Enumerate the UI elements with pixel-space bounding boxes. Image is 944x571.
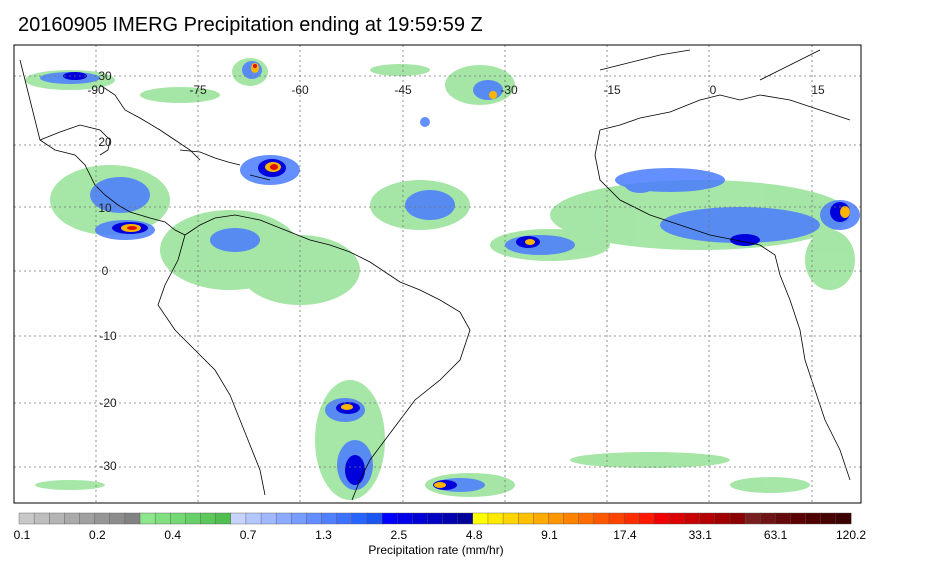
colorbar-segment bbox=[230, 512, 247, 525]
colorbar-segment bbox=[548, 512, 565, 525]
colorbar-tick-label: 0.4 bbox=[164, 528, 181, 542]
map-title: 20160905 IMERG Precipitation ending at 1… bbox=[18, 14, 483, 36]
colorbar-segment bbox=[805, 512, 822, 525]
colorbar-segment bbox=[154, 512, 171, 525]
lon-label: 15 bbox=[811, 83, 825, 97]
colorbar-tick-label: 17.4 bbox=[613, 528, 637, 542]
coastlines bbox=[19, 49, 851, 501]
colorbar-tick-label: 2.5 bbox=[390, 528, 407, 542]
colorbar-segment bbox=[215, 512, 232, 525]
map-frame bbox=[13, 44, 862, 504]
lon-label: -60 bbox=[291, 83, 309, 97]
colorbar-segment bbox=[472, 512, 489, 525]
colorbar-segment bbox=[94, 512, 111, 525]
colorbar-segment bbox=[139, 512, 156, 525]
lat-label: 0 bbox=[102, 264, 109, 278]
colorbar-segment bbox=[775, 512, 791, 525]
colorbar-label: Precipitation rate (mm/hr) bbox=[368, 543, 504, 557]
colorbar-segment bbox=[714, 512, 731, 525]
colorbar-segment bbox=[170, 512, 186, 525]
colorbar-segment bbox=[79, 512, 96, 525]
precip-layer bbox=[25, 58, 860, 500]
colorbar-segment bbox=[245, 512, 262, 525]
colorbar-segment bbox=[321, 512, 338, 525]
colorbar-segment bbox=[669, 512, 686, 525]
colorbar-segment bbox=[185, 512, 202, 525]
colorbar-segment bbox=[835, 512, 852, 525]
colorbar-tick-label: 120.2 bbox=[836, 528, 866, 542]
lon-label: 0 bbox=[710, 83, 717, 97]
colorbar-segment bbox=[790, 512, 807, 525]
colorbar-segment bbox=[64, 512, 81, 525]
colorbar-segment bbox=[275, 512, 292, 525]
colorbar-segment bbox=[18, 512, 35, 525]
lat-label: 20 bbox=[98, 135, 112, 149]
colorbar-tick-labels: 0.1 0.2 0.4 0.7 1.3 2.5 4.8 9.1 17.4 33.1 63.1 120.… bbox=[14, 528, 867, 542]
colorbar-segment bbox=[124, 512, 141, 525]
colorbar-segment bbox=[563, 512, 580, 525]
colorbar-segment bbox=[412, 512, 428, 525]
colorbar-tick-label: 1.3 bbox=[315, 528, 332, 542]
colorbar-segment bbox=[593, 512, 610, 525]
colorbar-segment bbox=[699, 512, 716, 525]
colorbar-tick-label: 0.1 bbox=[14, 528, 31, 542]
lat-label: -20 bbox=[99, 396, 117, 410]
colorbar-segment bbox=[291, 512, 307, 525]
colorbar-segment bbox=[109, 512, 126, 525]
colorbar-tick-label: 33.1 bbox=[689, 528, 713, 542]
lon-label: -15 bbox=[603, 83, 621, 97]
colorbar-segment bbox=[608, 512, 625, 525]
colorbar-segment bbox=[442, 512, 459, 525]
colorbar-segment bbox=[260, 512, 277, 525]
colorbar-segment bbox=[200, 512, 217, 525]
colorbar-segment bbox=[306, 512, 323, 525]
colorbar-segment bbox=[381, 512, 398, 525]
lon-label: -45 bbox=[394, 83, 412, 97]
colorbar-segment bbox=[654, 512, 670, 525]
colorbar-segment bbox=[366, 512, 383, 525]
colorbar-segment bbox=[820, 512, 837, 525]
colorbar-segment bbox=[396, 512, 413, 525]
colorbar-segment bbox=[760, 512, 776, 525]
colorbar-tick-label: 9.1 bbox=[541, 528, 558, 542]
gridlines bbox=[14, 45, 861, 503]
colorbar-segment bbox=[744, 512, 761, 525]
colorbar-segment bbox=[729, 512, 746, 525]
colorbar-segment bbox=[33, 512, 50, 525]
lon-label: -30 bbox=[500, 83, 518, 97]
colorbar-segment bbox=[336, 512, 353, 525]
colorbar-segment bbox=[351, 512, 368, 525]
colorbar-tick-label: 4.8 bbox=[466, 528, 483, 542]
colorbar-segment bbox=[623, 512, 640, 525]
colorbar-tick-label: 0.2 bbox=[89, 528, 106, 542]
colorbar-segment bbox=[502, 512, 519, 525]
lon-label: -90 bbox=[87, 83, 105, 97]
lat-label: -30 bbox=[99, 459, 117, 473]
colorbar-segment bbox=[533, 512, 549, 525]
colorbar-segment bbox=[578, 512, 595, 525]
lat-label: -10 bbox=[99, 329, 117, 343]
lat-label: 30 bbox=[98, 69, 112, 83]
colorbar-tick-label: 0.7 bbox=[240, 528, 257, 542]
lat-label: 10 bbox=[98, 201, 112, 215]
colorbar-segment bbox=[518, 512, 534, 525]
colorbar-segment bbox=[457, 512, 474, 525]
colorbar-segment bbox=[49, 512, 65, 525]
colorbar-tick-label: 63.1 bbox=[764, 528, 788, 542]
colorbar-segment bbox=[684, 512, 701, 525]
colorbar-segment bbox=[487, 512, 504, 525]
lon-label: -75 bbox=[189, 83, 207, 97]
colorbar bbox=[18, 512, 852, 525]
colorbar-segment bbox=[639, 512, 655, 525]
colorbar-segment bbox=[427, 512, 444, 525]
